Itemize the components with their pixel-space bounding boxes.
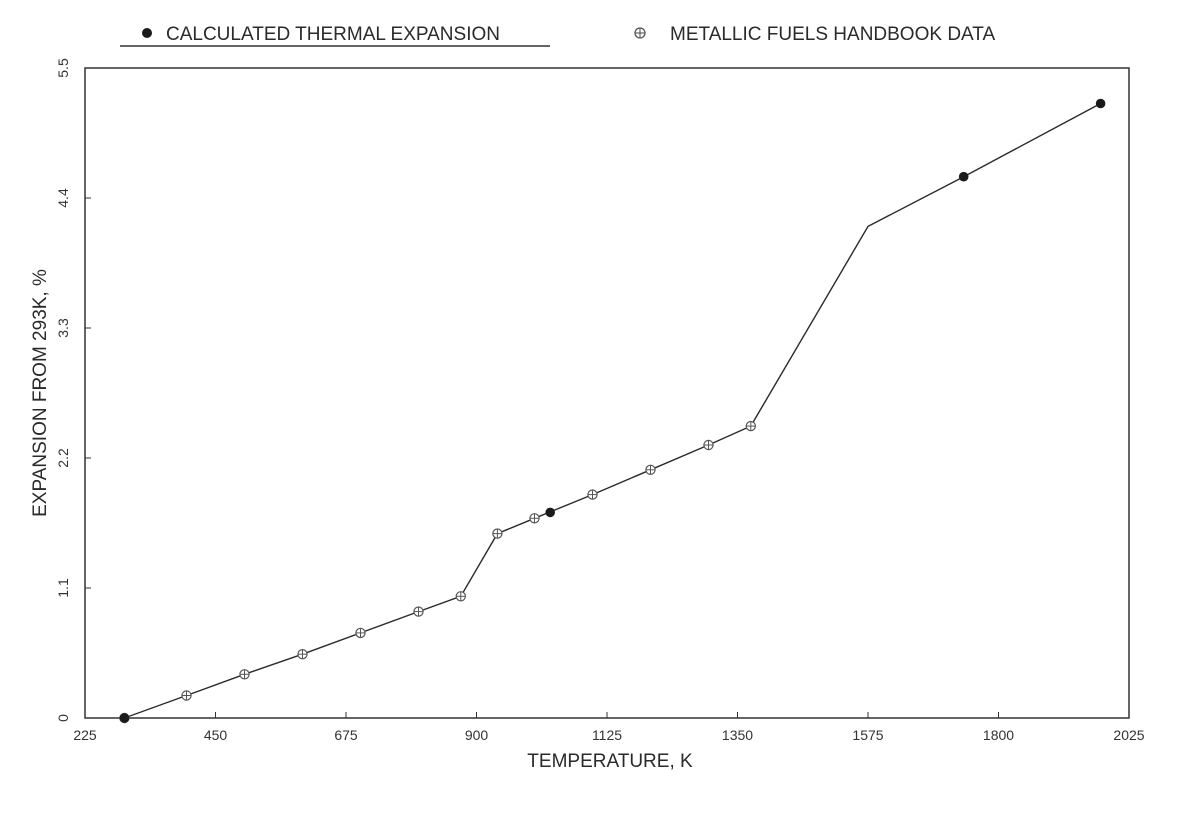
handbook-data-point: [413, 606, 424, 617]
x-axis-ticks: 225 450 675 900 1125 1350 1575 1800 2025: [73, 712, 1145, 743]
handbook-data-point: [587, 489, 598, 500]
y-tick-label: 3.3: [55, 318, 71, 338]
legend-item-calculated: CALCULATED THERMAL EXPANSION: [120, 24, 550, 47]
y-tick-label: 1.1: [55, 578, 71, 598]
legend-marker-calculated: [142, 28, 152, 38]
y-tick-label: 0: [55, 714, 71, 722]
handbook-data-point: [529, 513, 540, 524]
x-axis-title: TEMPERATURE, K: [527, 751, 693, 772]
handbook-data-point: [355, 627, 366, 639]
handbook-data-point: [745, 420, 756, 432]
handbook-data-point: [492, 528, 503, 539]
x-tick-label: 1350: [722, 727, 753, 743]
y-tick-label: 2.2: [55, 448, 71, 468]
x-tick-label: 1125: [592, 727, 622, 743]
x-tick-label: 675: [334, 727, 358, 743]
calculated-data-point: [119, 713, 130, 723]
calculated-data-point: [958, 171, 969, 182]
x-tick-label: 450: [204, 727, 228, 743]
legend-marker-handbook: [634, 27, 646, 39]
y-tick-label: 5.5: [55, 58, 71, 78]
handbook-data-point: [239, 669, 250, 680]
calculated-data-point: [1095, 98, 1106, 109]
handbook-data-point: [455, 591, 466, 602]
handbook-data-point: [297, 649, 308, 660]
handbook-data-point: [181, 690, 192, 701]
legend-item-handbook: METALLIC FUELS HANDBOOK DATA: [634, 24, 995, 45]
legend-label-handbook: METALLIC FUELS HANDBOOK DATA: [670, 24, 995, 45]
plot-frame: [84, 67, 1130, 719]
markers-group: [119, 98, 1106, 724]
legend-label-calculated: CALCULATED THERMAL EXPANSION: [166, 24, 500, 45]
x-tick-label: 1800: [983, 727, 1014, 743]
calculated-data-point: [545, 507, 555, 518]
x-tick-label: 225: [73, 727, 97, 743]
x-tick-label: 1575: [852, 727, 883, 743]
y-tick-label: 4.4: [55, 188, 71, 208]
x-tick-label: 2025: [1113, 727, 1144, 743]
expansion-line-group: [124, 102, 1101, 719]
handbook-data-point: [703, 439, 714, 451]
y-axis-title: EXPANSION FROM 293K, %: [30, 269, 51, 517]
legend: CALCULATED THERMAL EXPANSION METALLIC FU…: [120, 24, 995, 47]
x-tick-label: 900: [465, 727, 489, 743]
handbook-data-point: [645, 464, 656, 475]
y-axis-ticks: 0 1.1 2.2 3.3 4.4 5.5: [55, 58, 91, 722]
expansion-line: [124, 102, 1101, 719]
